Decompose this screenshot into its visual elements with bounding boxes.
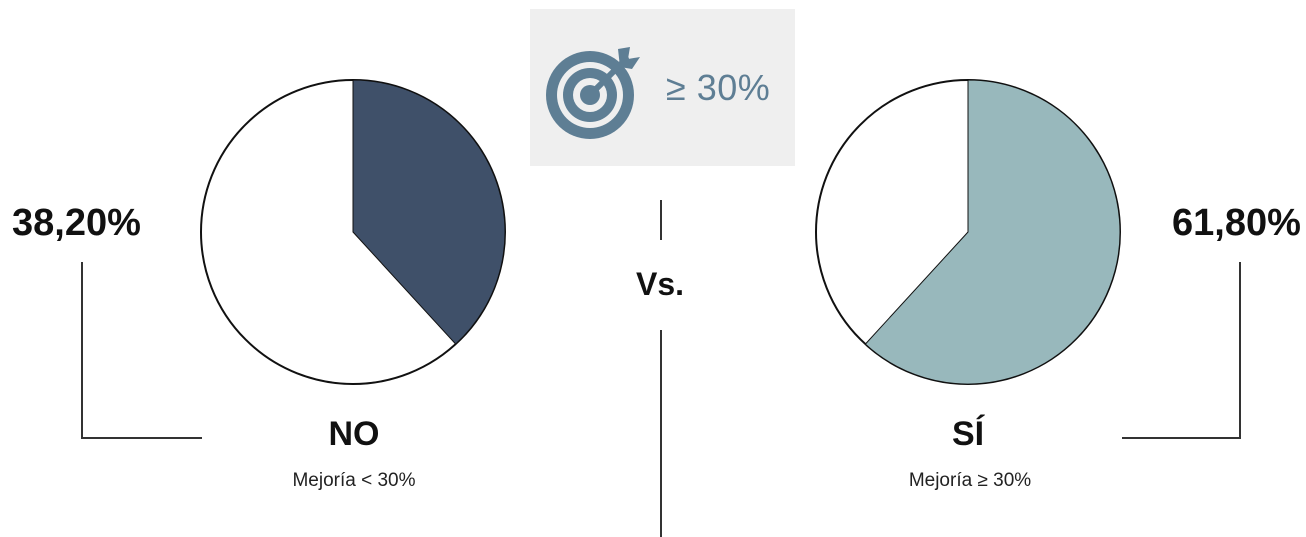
pie-si-label: SÍ	[951, 415, 985, 453]
pie-si-slice-main	[864, 79, 1121, 385]
right-connector-line	[1122, 262, 1241, 439]
left-connector-line	[81, 262, 202, 439]
pie-chart-si	[815, 79, 1121, 385]
pie-chart-no	[200, 79, 506, 385]
target-threshold: ≥ 30%	[666, 67, 771, 108]
pie-no-slice-main	[352, 79, 506, 345]
pie-no-label: NO	[328, 415, 380, 453]
target-arrow-icon	[546, 47, 640, 139]
pie-si-sublabel: Mejoría ≥ 30%	[908, 470, 1032, 491]
pie-si-percentage: 61,80%	[1172, 202, 1301, 244]
target-badge: ≥ 30%	[530, 9, 795, 166]
pie-no-sublabel: Mejoría < 30%	[292, 470, 416, 491]
versus-label: Vs.	[635, 266, 685, 302]
pie-no-percentage: 38,20%	[12, 202, 141, 244]
